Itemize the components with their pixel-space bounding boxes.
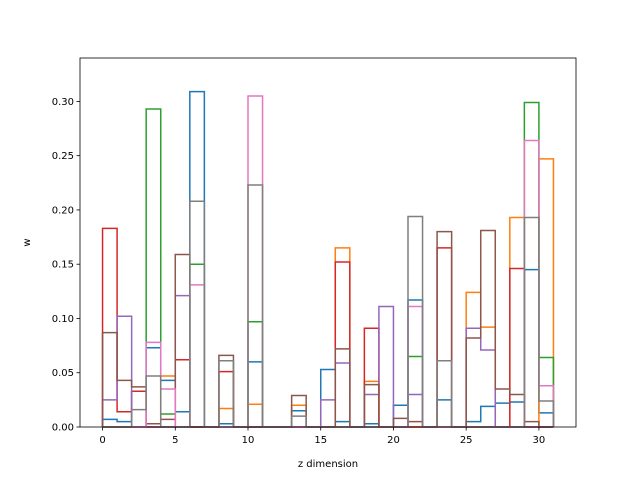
x-tick-label: 10 [242,435,255,446]
y-tick-label: 0.30 [52,97,74,108]
y-tick-label: 0.05 [52,368,74,379]
x-tick-label: 25 [460,435,473,446]
y-tick-label: 0.20 [52,205,74,216]
plot-area [79,57,577,428]
x-tick-label: 20 [387,435,400,446]
x-tick-label: 5 [172,435,178,446]
x-tick-label: 15 [314,435,327,446]
y-tick-label: 0.25 [52,151,74,162]
x-tick-label: 30 [533,435,546,446]
x-axis-label: z dimension [298,459,358,470]
series-5-line [101,229,554,428]
y-tick-label: 0.15 [52,260,74,271]
y-axis: 0.00 0.05 0.10 0.15 0.20 0.25 0.30 [52,97,80,434]
y-tick-label: 0.10 [52,314,74,325]
y-tick-label: 0.00 [52,423,74,434]
x-tick-label: 0 [99,435,105,446]
y-axis-label: w [22,238,33,246]
axes-frame [79,57,577,428]
x-axis: 0 5 10 15 20 25 30 [99,427,545,446]
